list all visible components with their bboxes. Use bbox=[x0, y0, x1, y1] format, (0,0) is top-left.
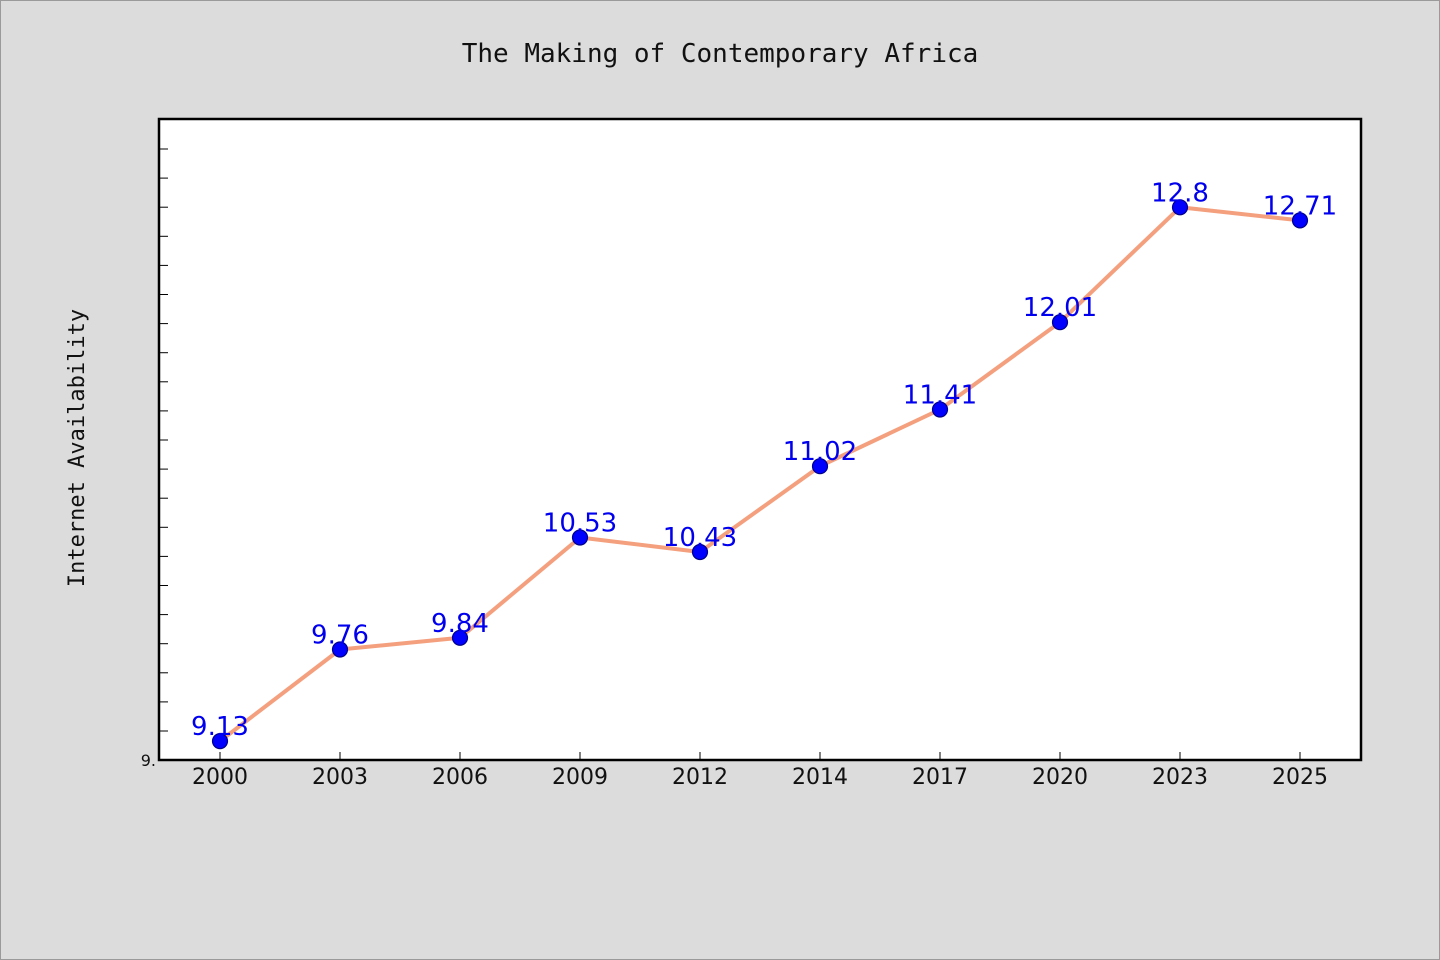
x-tick-label: 2025 bbox=[1272, 765, 1328, 790]
data-label: 11.02 bbox=[783, 437, 857, 467]
x-tick-label: 2020 bbox=[1032, 765, 1088, 790]
data-label: 10.53 bbox=[543, 509, 617, 539]
data-point bbox=[331, 641, 349, 658]
x-tick-label: 2009 bbox=[552, 765, 608, 790]
x-tick-label: 2000 bbox=[192, 765, 248, 790]
data-label: 11.41 bbox=[903, 381, 977, 411]
series-line bbox=[218, 205, 1301, 743]
data-label: 9.84 bbox=[431, 609, 489, 639]
data-point bbox=[691, 543, 709, 561]
data-label: 12.71 bbox=[1263, 191, 1337, 221]
data-point bbox=[811, 458, 829, 475]
data-point bbox=[1051, 314, 1069, 331]
x-tick-label: 2014 bbox=[792, 765, 848, 790]
data-point bbox=[1171, 199, 1189, 216]
x-tick-label: 2006 bbox=[432, 765, 488, 790]
data-point bbox=[211, 732, 229, 750]
data-point bbox=[931, 401, 949, 418]
y-minor-ticks bbox=[160, 148, 168, 732]
data-label: 12.8 bbox=[1151, 178, 1209, 208]
y-tick-label: 9. bbox=[141, 751, 156, 770]
x-axis: 2000 2003 2006 2009 2012 2014 2017 2020 2023 2025 bbox=[192, 752, 1328, 790]
data-point bbox=[451, 629, 469, 646]
y-axis-label: Internet Availability bbox=[65, 309, 90, 587]
x-tick-label: 2003 bbox=[312, 765, 368, 790]
data-point bbox=[1291, 212, 1309, 229]
data-label: 9.76 bbox=[311, 621, 369, 651]
y-axis: 9. bbox=[141, 751, 156, 770]
x-tick-label: 2023 bbox=[1152, 765, 1208, 790]
x-tick-label: 2012 bbox=[672, 765, 728, 790]
series-layer: 9.13 9.76 9.84 10.53 10.43 11.02 11.41 12.01 12.… bbox=[191, 178, 1337, 750]
x-tick-label: 2017 bbox=[912, 765, 968, 790]
data-label: 9.13 bbox=[191, 712, 249, 742]
data-point bbox=[571, 529, 589, 546]
data-label: 10.43 bbox=[663, 523, 737, 553]
data-label: 12.01 bbox=[1023, 293, 1097, 323]
chart-title: The Making of Contemporary Africa bbox=[462, 39, 979, 69]
